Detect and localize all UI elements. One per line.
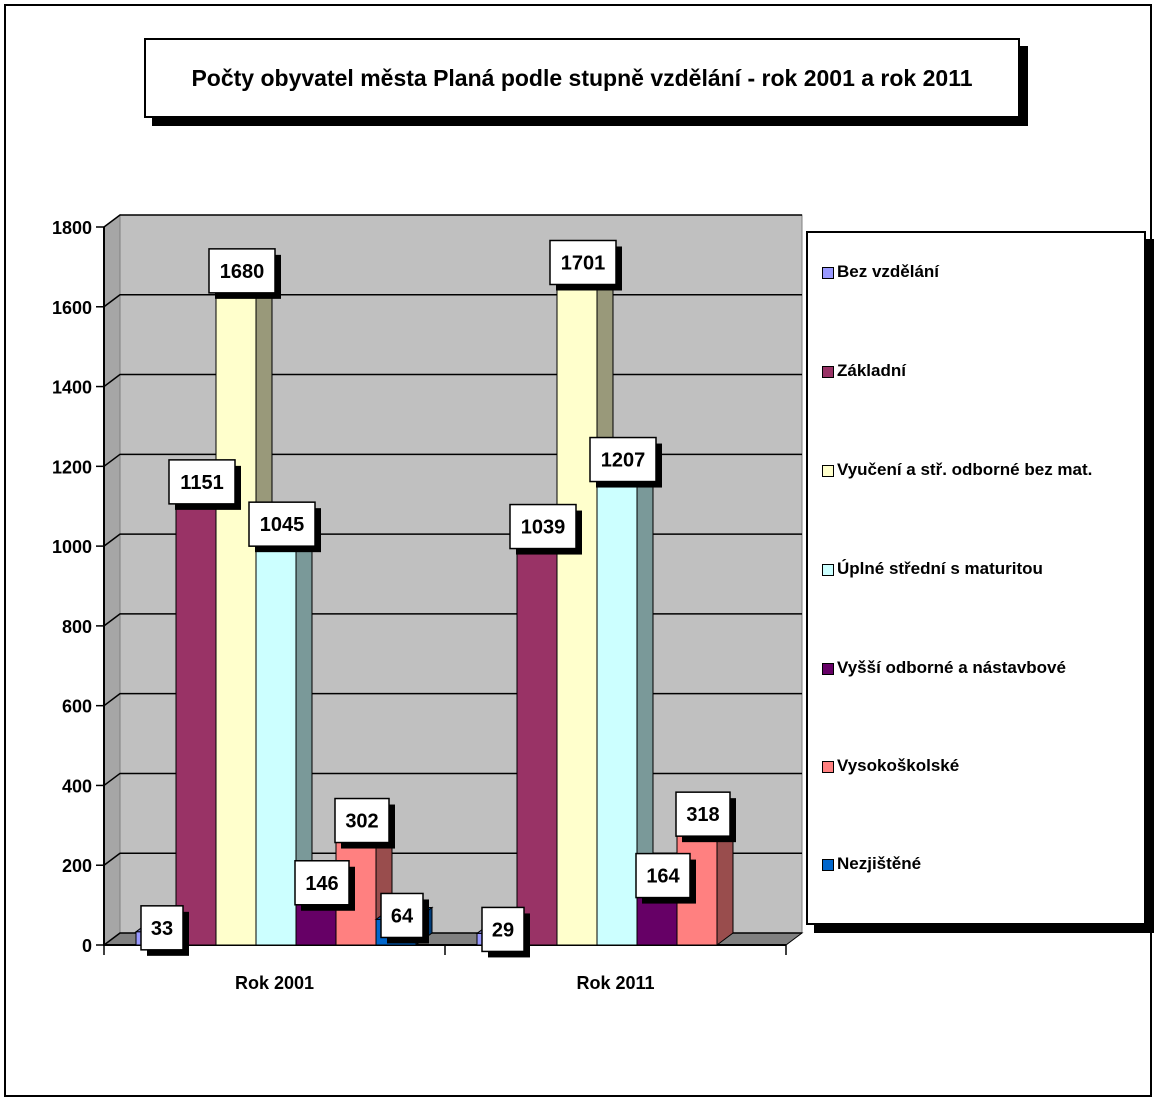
- data-label: 302: [345, 811, 378, 833]
- data-label-box: [549, 239, 617, 286]
- data-label: 146: [305, 873, 338, 895]
- data-label: 164: [646, 866, 680, 888]
- side-wall: [103, 214, 121, 946]
- data-label-box: [635, 852, 691, 899]
- legend-item: Úplné střední s maturitou: [822, 558, 1142, 580]
- y-tick-label: 600: [62, 697, 92, 717]
- legend-label: Bez vzdělání: [837, 262, 940, 281]
- data-label-box: [675, 791, 731, 837]
- legend-item: Vysokoškolské: [822, 755, 1142, 777]
- data-label-box: [481, 906, 525, 953]
- data-label: 29: [492, 919, 514, 941]
- data-label: 64: [391, 905, 414, 927]
- y-tick-label: 1600: [52, 298, 92, 318]
- data-label: 1045: [260, 514, 305, 536]
- x-tick-label: Rok 2011: [576, 973, 654, 993]
- y-tick-label: 1400: [52, 378, 92, 398]
- legend-swatch: [822, 859, 834, 871]
- chart-title: Počty obyvatel města Planá podle stupně …: [144, 38, 1020, 118]
- data-label-box: [248, 501, 316, 547]
- bar: [516, 530, 558, 946]
- data-label-box: [208, 248, 276, 294]
- data-label-box: [140, 905, 184, 951]
- data-label-box: [380, 892, 424, 939]
- legend-item: Nezjištěné: [822, 853, 1142, 875]
- legend-item: Základní: [822, 360, 1142, 382]
- y-tick-label: 400: [62, 776, 92, 796]
- data-label: 1680: [220, 261, 265, 283]
- legend: Bez vzdělání Základní Vyučení a stř. odb…: [806, 231, 1146, 925]
- legend-label: Vyšší odborné a nástavbové: [837, 658, 1066, 677]
- chart-title-text: Počty obyvatel města Planá podle stupně …: [191, 65, 973, 91]
- y-tick-label: 0: [82, 936, 92, 956]
- y-tick-label: 1800: [52, 218, 92, 238]
- data-label-box: [334, 797, 390, 844]
- data-label-box: [509, 503, 577, 550]
- bar: [215, 274, 257, 946]
- legend-label: Základní: [837, 361, 906, 380]
- bar: [175, 485, 217, 946]
- data-label-box: [294, 860, 350, 906]
- data-label: 1207: [601, 450, 646, 472]
- legend-swatch: [822, 564, 834, 576]
- gridline: [103, 214, 802, 228]
- y-tick-label: 200: [62, 856, 92, 876]
- legend-label: Nezjištěné: [837, 854, 922, 873]
- legend-swatch: [822, 366, 834, 378]
- data-label-box: [589, 436, 657, 483]
- legend-item: Bez vzdělání: [822, 261, 1142, 283]
- x-tick-label: Rok 2001: [235, 973, 314, 993]
- legend-label: Vyučení a stř. odborné bez mat.: [837, 460, 1093, 479]
- data-label: 1151: [180, 472, 223, 494]
- y-tick-label: 1000: [52, 537, 92, 557]
- legend-item: Vyučení a stř. odborné bez mat.: [822, 459, 1142, 481]
- y-tick-label: 800: [62, 617, 92, 637]
- bar: [255, 527, 297, 946]
- bar: [596, 463, 638, 946]
- legend-swatch: [822, 465, 834, 477]
- data-label-box: [168, 459, 236, 505]
- legend-label: Úplné střední s maturitou: [837, 559, 1043, 578]
- y-tick-label: 1200: [52, 457, 92, 477]
- data-label: 318: [686, 804, 719, 826]
- bar: [556, 265, 598, 946]
- legend-swatch: [822, 663, 834, 675]
- data-label: 33: [151, 918, 173, 940]
- legend-swatch: [822, 761, 834, 773]
- data-label: 1039: [521, 517, 566, 539]
- data-label: 1701: [561, 252, 606, 274]
- legend-item: Vyšší odborné a nástavbové: [822, 657, 1142, 679]
- legend-label: Vysokoškolské: [837, 756, 960, 775]
- legend-swatch: [822, 267, 834, 279]
